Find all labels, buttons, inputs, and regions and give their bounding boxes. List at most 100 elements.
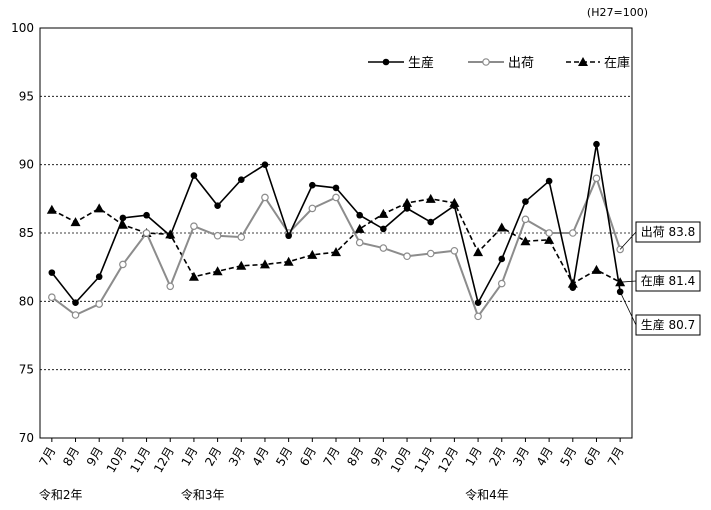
data-point	[71, 311, 80, 319]
y-tick-label: 75	[19, 363, 34, 377]
series-lines	[46, 140, 626, 321]
data-point	[166, 232, 174, 240]
data-point	[48, 269, 56, 276]
x-tick-label: 3月	[226, 445, 248, 469]
unit-note: (H27=100)	[587, 6, 648, 19]
x-tick-label: 6月	[581, 445, 603, 469]
data-point	[332, 193, 340, 202]
data-point	[355, 238, 364, 247]
legend-marker	[382, 58, 390, 66]
data-point	[451, 202, 458, 209]
data-point	[450, 246, 459, 255]
data-point	[544, 234, 555, 244]
end-label-生産: 生産 80.7	[619, 291, 701, 336]
data-point	[190, 172, 198, 179]
data-point	[236, 260, 247, 270]
data-point	[521, 215, 530, 224]
leader-line	[619, 231, 637, 250]
data-point	[569, 284, 577, 291]
x-tick-label: 8月	[344, 445, 366, 469]
data-point	[332, 184, 340, 192]
data-point	[380, 225, 387, 233]
year-label: 令和3年	[181, 487, 225, 502]
data-point	[356, 211, 363, 219]
legend-item-在庫: 在庫	[566, 56, 630, 71]
y-tick-label: 80	[19, 294, 34, 308]
data-point	[212, 266, 223, 276]
x-tick-label: 9月	[84, 445, 106, 469]
x-tick-label: 10月	[104, 445, 130, 476]
leader-line	[620, 280, 637, 283]
data-point	[119, 214, 127, 222]
data-point	[143, 211, 150, 219]
data-point	[474, 312, 482, 321]
data-point	[522, 198, 529, 205]
year-label: 令和4年	[465, 487, 509, 502]
legend-label: 出荷	[508, 56, 534, 71]
y-tick-label: 85	[19, 226, 34, 240]
legend-label: 在庫	[604, 56, 630, 71]
end-label-在庫: 在庫 81.4	[620, 270, 701, 292]
data-point	[403, 205, 411, 212]
data-point	[592, 174, 601, 183]
data-point	[119, 260, 127, 269]
legend-marker	[482, 58, 490, 66]
data-point	[188, 271, 199, 281]
x-tick-label: 5月	[273, 445, 295, 469]
x-tick-label: 10月	[388, 445, 414, 476]
data-point	[261, 193, 269, 202]
legend: 生産 出荷 在庫	[368, 55, 630, 71]
data-point	[283, 256, 294, 266]
data-point	[378, 208, 389, 218]
data-point	[473, 247, 484, 257]
data-point	[213, 231, 222, 240]
data-point	[261, 161, 269, 168]
data-point	[94, 203, 105, 213]
x-tick-label: 12月	[435, 445, 461, 476]
data-point	[425, 193, 436, 203]
data-point	[331, 247, 341, 257]
x-tick-label: 9月	[368, 445, 390, 469]
x-tick-label: 11月	[127, 445, 153, 476]
y-tick-label: 95	[19, 89, 34, 103]
end-label-text: 在庫 81.4	[641, 274, 696, 288]
data-point	[48, 293, 56, 302]
data-point	[474, 299, 482, 307]
series-line	[51, 144, 621, 305]
data-point	[237, 233, 246, 241]
x-tick-label: 8月	[60, 445, 82, 469]
end-value-labels: 出荷 83.8 在庫 81.4 生産 80.7	[619, 221, 701, 336]
data-point	[545, 229, 553, 237]
data-point	[403, 252, 411, 261]
x-tick-label: 7月	[321, 445, 343, 469]
end-label-text: 生産 80.7	[641, 317, 696, 332]
y-tick-label: 70	[19, 431, 34, 445]
grid-lines	[40, 95, 632, 371]
data-point	[545, 177, 553, 185]
data-point	[95, 273, 103, 281]
series-在庫	[46, 193, 626, 288]
x-tick-label: 1月	[463, 445, 485, 469]
legend-item-出荷: 出荷	[468, 56, 534, 71]
data-point	[46, 204, 57, 214]
series-line	[51, 198, 621, 285]
data-point	[237, 176, 245, 183]
x-tick-label: 6月	[297, 445, 319, 469]
leader-line	[619, 291, 637, 326]
legend-item-生産: 生産	[368, 55, 434, 71]
data-point	[259, 259, 270, 269]
data-point	[615, 277, 626, 287]
data-point	[520, 236, 531, 246]
data-point	[568, 229, 577, 237]
data-point	[498, 255, 506, 263]
data-point	[591, 264, 602, 274]
legend-label: 生産	[408, 55, 434, 71]
legend-marker	[578, 57, 588, 66]
y-tick-label: 100	[11, 21, 34, 35]
x-tick-label: 4月	[250, 445, 272, 469]
year-label: 令和2年	[39, 487, 83, 502]
data-point	[70, 217, 81, 227]
data-point	[308, 204, 317, 213]
end-label-text: 出荷 83.8	[641, 225, 696, 239]
